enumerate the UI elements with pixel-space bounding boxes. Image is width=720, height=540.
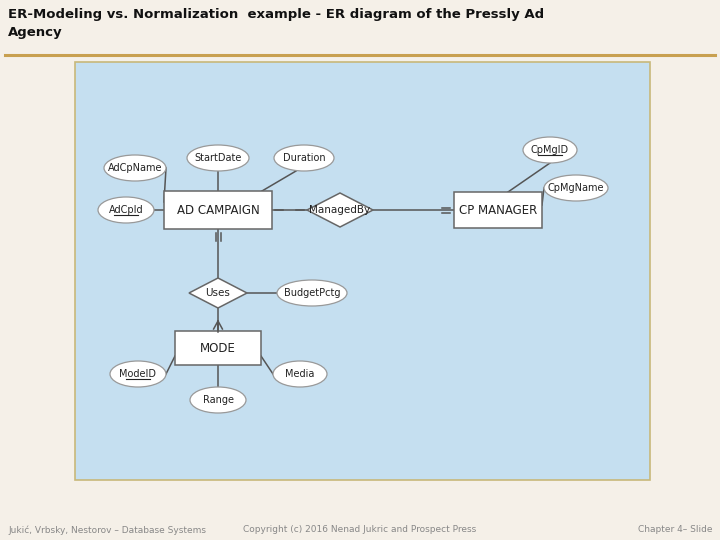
Ellipse shape <box>523 137 577 163</box>
Text: Duration: Duration <box>283 153 325 163</box>
Text: Agency: Agency <box>8 26 63 39</box>
Text: AD CAMPAIGN: AD CAMPAIGN <box>176 204 259 217</box>
Ellipse shape <box>104 155 166 181</box>
Polygon shape <box>307 193 373 227</box>
Text: CpMgID: CpMgID <box>531 145 569 155</box>
Text: Uses: Uses <box>206 288 230 298</box>
Text: AdCpName: AdCpName <box>108 163 162 173</box>
Ellipse shape <box>190 387 246 413</box>
Text: Copyright (c) 2016 Nenad Jukric and Prospect Press: Copyright (c) 2016 Nenad Jukric and Pros… <box>243 525 477 535</box>
Ellipse shape <box>98 197 154 223</box>
Text: CpMgName: CpMgName <box>548 183 604 193</box>
FancyBboxPatch shape <box>454 192 542 228</box>
FancyBboxPatch shape <box>75 62 650 480</box>
Text: BudgetPctg: BudgetPctg <box>284 288 341 298</box>
Ellipse shape <box>187 145 249 171</box>
Text: ModeID: ModeID <box>120 369 156 379</box>
Ellipse shape <box>277 280 347 306</box>
Polygon shape <box>189 278 247 308</box>
Text: ManagedBy: ManagedBy <box>310 205 371 215</box>
Text: ER-Modeling vs. Normalization  example - ER diagram of the Pressly Ad: ER-Modeling vs. Normalization example - … <box>8 8 544 21</box>
Text: CP MANAGER: CP MANAGER <box>459 204 537 217</box>
Text: Range: Range <box>202 395 233 405</box>
Text: StartDate: StartDate <box>194 153 242 163</box>
Text: Media: Media <box>285 369 315 379</box>
FancyBboxPatch shape <box>164 191 272 229</box>
Ellipse shape <box>274 145 334 171</box>
Text: Jukić, Vrbsky, Nestorov – Database Systems: Jukić, Vrbsky, Nestorov – Database Syste… <box>8 525 206 535</box>
Ellipse shape <box>544 175 608 201</box>
Text: AdCpId: AdCpId <box>109 205 143 215</box>
Text: Chapter 4– Slide: Chapter 4– Slide <box>637 525 712 535</box>
Ellipse shape <box>110 361 166 387</box>
Text: MODE: MODE <box>200 341 236 354</box>
FancyBboxPatch shape <box>175 331 261 365</box>
Ellipse shape <box>273 361 327 387</box>
